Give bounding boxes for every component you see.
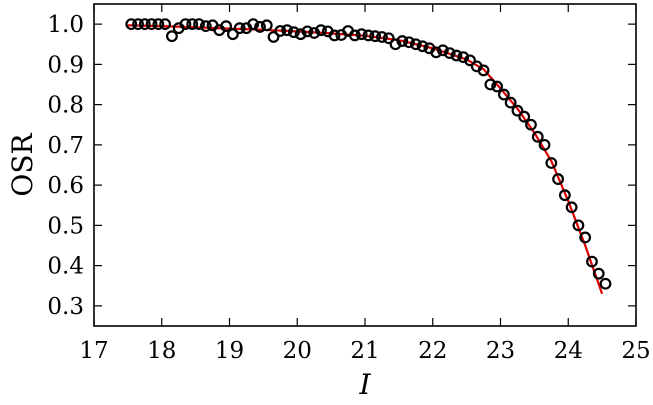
data-point <box>281 24 293 37</box>
data-point <box>132 18 144 31</box>
data-point <box>592 267 605 280</box>
data-point <box>125 18 138 31</box>
data-point <box>260 19 273 32</box>
data-point <box>233 22 246 35</box>
data-point <box>430 46 443 59</box>
data-point <box>525 118 537 131</box>
data-point <box>545 157 558 169</box>
data-point <box>362 29 375 42</box>
fit-curve <box>127 24 604 295</box>
data-point <box>315 24 327 37</box>
data-point <box>294 28 307 41</box>
y-tick-label: 0.4 <box>47 254 84 280</box>
data-point <box>491 80 504 93</box>
data-point <box>565 201 578 214</box>
x-axis-label: I <box>358 368 371 401</box>
data-point <box>464 54 476 67</box>
data-point <box>186 18 199 31</box>
data-point <box>518 110 531 123</box>
data-point <box>152 18 165 31</box>
data-point <box>274 25 287 37</box>
data-point <box>552 173 564 185</box>
x-tick-label: 22 <box>418 338 447 364</box>
y-axis-label: OSR <box>6 132 39 196</box>
data-point <box>504 96 517 109</box>
data-point <box>511 104 524 117</box>
x-tick-label: 25 <box>621 338 650 364</box>
y-tick-label: 0.6 <box>47 173 84 199</box>
data-point <box>531 130 544 143</box>
data-point <box>477 64 490 77</box>
fit-curve-layer <box>127 24 604 295</box>
data-point <box>599 277 612 290</box>
data-point <box>572 219 585 232</box>
data-point <box>443 47 456 60</box>
y-tick-label: 1.0 <box>47 12 84 38</box>
data-point <box>497 88 510 101</box>
x-tick-label: 20 <box>283 338 312 364</box>
data-markers-layer <box>125 18 612 290</box>
y-tick-label: 0.3 <box>47 294 84 320</box>
data-point <box>287 26 300 39</box>
x-tick-label: 23 <box>486 338 515 364</box>
data-point <box>220 20 233 33</box>
x-tick-label: 18 <box>147 338 176 364</box>
data-point <box>355 28 368 41</box>
y-tick-label: 0.7 <box>47 133 84 159</box>
data-point <box>301 25 314 38</box>
data-point <box>267 31 280 43</box>
data-point <box>538 138 551 151</box>
data-point <box>376 31 388 43</box>
data-point <box>247 18 260 31</box>
data-point <box>369 30 382 43</box>
data-point <box>457 51 470 64</box>
data-point <box>226 28 239 41</box>
data-point <box>328 29 341 42</box>
data-point <box>159 18 172 31</box>
axis-ticks <box>93 4 637 326</box>
data-point <box>558 189 571 202</box>
x-tick-label: 19 <box>215 338 244 364</box>
data-point <box>403 36 415 49</box>
data-point <box>484 78 497 91</box>
data-point <box>416 40 429 53</box>
x-tick-label: 17 <box>79 338 108 364</box>
data-point <box>409 38 422 51</box>
data-point <box>389 38 402 51</box>
y-tick-label: 0.5 <box>47 213 84 239</box>
data-point <box>437 44 449 57</box>
data-point <box>450 49 463 62</box>
data-point <box>579 231 592 244</box>
data-point <box>586 255 598 268</box>
data-point <box>308 27 321 39</box>
data-point <box>396 35 409 47</box>
data-point <box>138 18 151 31</box>
data-point <box>145 18 158 31</box>
data-point <box>348 29 361 42</box>
data-point <box>166 30 178 43</box>
y-tick-label: 0.9 <box>47 52 84 78</box>
data-point <box>179 18 192 31</box>
x-tick-label: 21 <box>350 338 379 364</box>
data-point <box>193 18 205 31</box>
x-tick-label: 24 <box>554 338 583 364</box>
tick-labels: 17 18 19 20 21 22 23 24 25 0.3 0.4 0.5 0.6 0.7 0.8 0.9 1… <box>47 12 650 364</box>
data-point <box>382 32 395 45</box>
data-point <box>254 21 266 33</box>
data-point <box>199 20 212 33</box>
y-tick-label: 0.8 <box>47 93 84 119</box>
